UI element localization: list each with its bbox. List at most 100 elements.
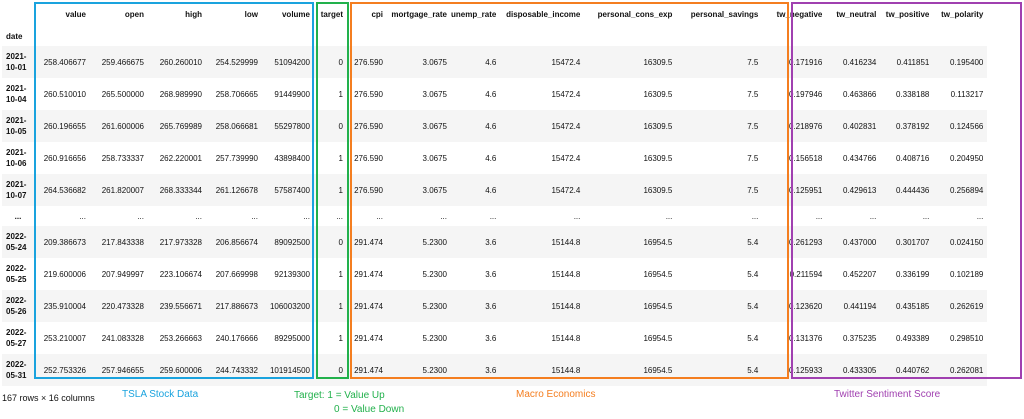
row-index-date: 2022- 05-26 — [2, 290, 34, 322]
cell-mortgage-rate: 5.2300 — [422, 269, 447, 279]
cell-value: 209.386673 — [34, 226, 90, 258]
cell-unemp-rate: 4.6 — [485, 89, 497, 99]
cell-unemp-rate: 3.6 — [485, 269, 497, 279]
cell-mortgage-rate: 3.0675 — [387, 110, 451, 142]
cell-disposable-income: 15144.8 — [500, 226, 585, 258]
cell-tw-neutral: 0.416234 — [826, 46, 881, 78]
table-row: 2022- 05-25 219.600006 207.949997 223.106674… — [2, 258, 987, 290]
cell-volume: 55297800 — [262, 110, 314, 142]
cell-open: 217.843338 — [90, 226, 148, 258]
column-header-tw-neutral: tw_neutral — [836, 9, 877, 19]
column-header-high: high — [185, 9, 202, 19]
cell-tw-neutral: 0.452207 — [842, 269, 877, 279]
table-row: 2022- 05-31 252.753326 257.946655 259.600006… — [2, 354, 988, 386]
column-header-personal-cons-exp: personal_cons_exp — [597, 9, 673, 19]
column-header-tw-polarity: tw_polarity — [941, 9, 984, 19]
cell-target: 0 — [314, 226, 347, 258]
cell-value: 260.196655 — [34, 110, 90, 142]
macro-caption: Macro Economics — [516, 389, 596, 400]
cell-open: 220.473328 — [90, 290, 148, 322]
cell-personal-savings: 5.4 — [676, 354, 763, 386]
row-index-date: 2021- 10-06 — [2, 142, 34, 174]
column-header-value: value — [65, 9, 86, 19]
row-index-date: 2021- 10-05 — [2, 110, 34, 142]
table-row: 2022- 05-26 235.910004 220.473328 239.556671… — [2, 290, 988, 322]
index-header-blank — [2, 2, 34, 26]
cell-volume: 51094200 — [262, 46, 314, 78]
cell-cpi: 276.590 — [354, 153, 383, 163]
cell-tw-neutral: 0.434766 — [842, 153, 877, 163]
target-caption-line1: Target: 1 = Value Up — [294, 390, 385, 401]
row-index-date: 2021- 10-07 — [2, 174, 34, 206]
date-monthday-part: 05-26 — [6, 307, 27, 316]
column-header-unemp-rate: unemp_rate — [451, 9, 497, 19]
cell-open: 258.733337 — [101, 153, 144, 163]
cell-disposable-income: 15472.4 — [500, 46, 585, 78]
cell-cpi: 276.590 — [347, 174, 387, 206]
cell-value: 258.406677 — [34, 46, 90, 78]
cell-tw-positive: 0.301707 — [880, 226, 934, 258]
cell-low: 257.739990 — [215, 153, 258, 163]
cell-personal-cons-exp: 16309.5 — [584, 110, 677, 142]
cell-disposable-income: 15472.4 — [500, 110, 585, 142]
cell-mortgage-rate: 5.2300 — [387, 354, 451, 386]
twitter-caption: Twitter Sentiment Score — [834, 389, 941, 400]
cell-target: 1 — [338, 333, 343, 343]
cell-open: ... — [137, 211, 144, 221]
cell-personal-savings: 5.4 — [676, 226, 763, 258]
index-name-row: date — [2, 26, 987, 46]
cell-tw-negative: 0.125951 — [762, 174, 827, 206]
cell-tw-polarity: 0.298510 — [949, 333, 984, 343]
table-row: 2022- 05-24 209.386673 217.843338 217.973328… — [2, 226, 988, 258]
column-header-tw-positive: tw_positive — [885, 9, 930, 19]
cell-tw-polarity: 0.124566 — [933, 110, 988, 142]
cell-low: 206.856674 — [206, 226, 262, 258]
cell-unemp-rate: 4.6 — [451, 174, 501, 206]
table-row: ........................................… — [2, 206, 987, 226]
row-index-date: 2022- 05-25 — [2, 258, 34, 290]
cell-unemp-rate: 3.6 — [451, 354, 501, 386]
cell-low: ... — [251, 211, 258, 221]
target-caption-line2: 0 = Value Down — [334, 404, 405, 415]
cell-open: 207.949997 — [101, 269, 144, 279]
cell-tw-negative: 0.131376 — [788, 333, 823, 343]
cell-volume: 91449900 — [274, 89, 310, 99]
cell-high: 259.600006 — [148, 354, 206, 386]
cell-volume: 89092500 — [262, 226, 314, 258]
cell-cpi: 291.474 — [354, 333, 383, 343]
cell-high: 239.556671 — [148, 290, 206, 322]
cell-cpi: 276.590 — [347, 46, 387, 78]
cell-tw-neutral: 0.375235 — [842, 333, 877, 343]
cell-volume: 101914500 — [262, 354, 314, 386]
cell-target: 0 — [314, 110, 347, 142]
cell-tw-positive: 0.411851 — [880, 46, 934, 78]
cell-disposable-income: ... — [573, 211, 581, 221]
cell-personal-savings: 5.4 — [676, 290, 763, 322]
cell-high: 253.266663 — [159, 333, 202, 343]
cell-value: 264.536682 — [34, 174, 90, 206]
cell-tw-neutral: 0.437000 — [826, 226, 881, 258]
cell-high: 217.973328 — [148, 226, 206, 258]
cell-value: 235.910004 — [34, 290, 90, 322]
cell-personal-cons-exp: 16309.5 — [584, 46, 677, 78]
table-row: 2021- 10-05 260.196655 261.600006 265.769989… — [2, 110, 988, 142]
cell-disposable-income: 15144.8 — [551, 269, 581, 279]
cell-personal-savings: 5.4 — [747, 333, 759, 343]
cell-tw-positive: 0.444436 — [880, 174, 934, 206]
cell-open: 241.083328 — [101, 333, 144, 343]
cell-mortgage-rate: 3.0675 — [387, 46, 451, 78]
date-year-part: 2021- — [6, 84, 27, 93]
cell-value: 260.916656 — [43, 153, 86, 163]
cell-personal-cons-exp: 16309.5 — [643, 153, 673, 163]
date-monthday-part: 05-27 — [6, 339, 27, 348]
cell-target: 1 — [338, 269, 343, 279]
date-year-part: 2022- — [6, 328, 27, 337]
cell-mortgage-rate: 3.0675 — [422, 89, 447, 99]
cell-tw-negative: 0.171916 — [762, 46, 827, 78]
cell-tw-positive: 0.440762 — [880, 354, 934, 386]
cell-high: 260.260010 — [148, 46, 206, 78]
row-index-date: ... — [2, 206, 34, 226]
date-year-part: 2021- — [6, 116, 27, 125]
cell-unemp-rate: 3.6 — [451, 290, 501, 322]
cell-open: 257.946655 — [90, 354, 148, 386]
